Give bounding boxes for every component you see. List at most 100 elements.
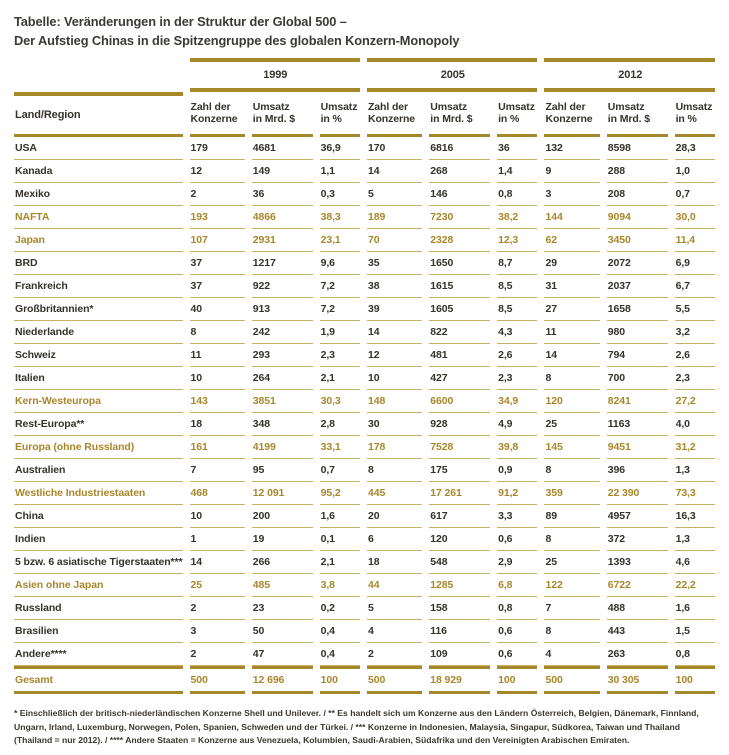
year-header-2012: 2012 <box>544 58 715 93</box>
row-label: Brasilien <box>14 620 183 644</box>
cell: 3450 <box>606 229 668 253</box>
cell: 161 <box>189 436 245 460</box>
cell: 12,3 <box>497 229 538 253</box>
cell: 0,4 <box>319 643 360 667</box>
cell: 7 <box>189 459 245 483</box>
cell: 500 <box>366 666 423 695</box>
cell: 144 <box>544 206 600 230</box>
cell: 6 <box>366 528 423 552</box>
cell: 1,9 <box>319 321 360 345</box>
cell: 1,1 <box>319 160 360 184</box>
cell: 25 <box>544 413 600 437</box>
cell: 34,9 <box>497 390 538 414</box>
cell: 22,2 <box>674 574 715 598</box>
row-label: Westliche Industriestaaten <box>14 482 183 506</box>
row-label: NAFTA <box>14 206 183 230</box>
cell: 0,3 <box>319 183 360 207</box>
cell: 44 <box>366 574 423 598</box>
row-label: Niederlande <box>14 321 183 345</box>
cell: 145 <box>544 436 600 460</box>
cell: 445 <box>366 482 423 506</box>
cell: 38 <box>366 275 423 299</box>
cell: 23,1 <box>319 229 360 253</box>
cell: 2 <box>189 183 245 207</box>
cell: 25 <box>544 551 600 575</box>
year-header-1999: 1999 <box>189 58 360 93</box>
table-row: USA 179 4681 36,9 170 6816 36 132 8598 28,3 <box>14 134 715 161</box>
cell: 116 <box>429 620 491 644</box>
cell: 922 <box>251 275 313 299</box>
row-label: Asien ohne Japan <box>14 574 183 598</box>
cell: 0,8 <box>674 643 715 667</box>
cell: 0,1 <box>319 528 360 552</box>
cell: 7 <box>544 597 600 621</box>
cell: 14 <box>366 321 423 345</box>
cell: 6600 <box>429 390 491 414</box>
cell: 18 929 <box>429 666 491 695</box>
cell: 2,3 <box>674 367 715 391</box>
cell: 4681 <box>251 134 313 161</box>
cell: 1163 <box>606 413 668 437</box>
cell: 4,9 <box>497 413 538 437</box>
cell: 2,1 <box>319 551 360 575</box>
cell: 481 <box>429 344 491 368</box>
cell: 3,3 <box>497 505 538 529</box>
cell: 95 <box>251 459 313 483</box>
cell: 10 <box>189 505 245 529</box>
cell: 200 <box>251 505 313 529</box>
cell: 4,0 <box>674 413 715 437</box>
cell: 17 261 <box>429 482 491 506</box>
table-row: Andere**** 2 47 0,4 2 109 0,6 4 263 0,8 <box>14 643 715 667</box>
header-spacer <box>14 58 183 92</box>
cell: 170 <box>366 134 423 161</box>
cell: 14 <box>544 344 600 368</box>
cell: 427 <box>429 367 491 391</box>
cell: 264 <box>251 367 313 391</box>
cell: 0,7 <box>674 183 715 207</box>
cell: 27,2 <box>674 390 715 414</box>
cell: 38,2 <box>497 206 538 230</box>
footnote: * Einschließlich der britisch-niederländ… <box>14 708 699 745</box>
cell: 0,7 <box>319 459 360 483</box>
cell: 1658 <box>606 298 668 322</box>
row-label: Gesamt <box>14 666 183 695</box>
table-title-line1: Tabelle: Veränderungen in der Struktur d… <box>14 14 347 29</box>
cell: 19 <box>251 528 313 552</box>
table-row: Mexiko 2 36 0,3 5 146 0,8 3 208 0,7 <box>14 183 715 207</box>
cell: 193 <box>189 206 245 230</box>
cell: 443 <box>606 620 668 644</box>
row-label: Europa (ohne Russland) <box>14 436 183 460</box>
cell: 31 <box>544 275 600 299</box>
cell: 1,6 <box>319 505 360 529</box>
cell: 2,6 <box>497 344 538 368</box>
cell: 12 091 <box>251 482 313 506</box>
table-row: Indien 1 19 0,1 6 120 0,6 8 372 1,3 <box>14 528 715 552</box>
cell: 0,8 <box>497 183 538 207</box>
table-row: Asien ohne Japan 25 485 3,8 44 1285 6,8 122 6722… <box>14 574 715 598</box>
column-subheader: Umsatz in % <box>320 101 358 126</box>
row-label: Frankreich <box>14 275 183 299</box>
cell: 500 <box>544 666 600 695</box>
cell: 132 <box>544 134 600 161</box>
table-row: 5 bzw. 6 asiatische Tigerstaaten*** 14 266… <box>14 551 715 575</box>
cell: 30,3 <box>319 390 360 414</box>
cell: 29 <box>544 252 600 276</box>
cell: 1217 <box>251 252 313 276</box>
table-row: Rest-Europa** 18 348 2,8 30 928 4,9 25 1163 4,0 <box>14 413 715 437</box>
cell: 1,4 <box>497 160 538 184</box>
cell: 30,0 <box>674 206 715 230</box>
cell: 8 <box>544 367 600 391</box>
column-subheader: Umsatz in % <box>498 101 535 126</box>
table-header: 1999 2005 2012 Land/Region Zahl der Konzerne U… <box>14 58 715 134</box>
cell: 359 <box>544 482 600 506</box>
cell: 36 <box>497 134 538 161</box>
cell: 7,2 <box>319 275 360 299</box>
year-header-row: 1999 2005 2012 <box>14 58 715 93</box>
cell: 23 <box>251 597 313 621</box>
cell: 794 <box>606 344 668 368</box>
cell: 980 <box>606 321 668 345</box>
cell: 0,6 <box>497 620 538 644</box>
cell: 2,3 <box>497 367 538 391</box>
table-title: Tabelle: Veränderungen in der Struktur d… <box>14 12 715 50</box>
cell: 22 390 <box>606 482 668 506</box>
